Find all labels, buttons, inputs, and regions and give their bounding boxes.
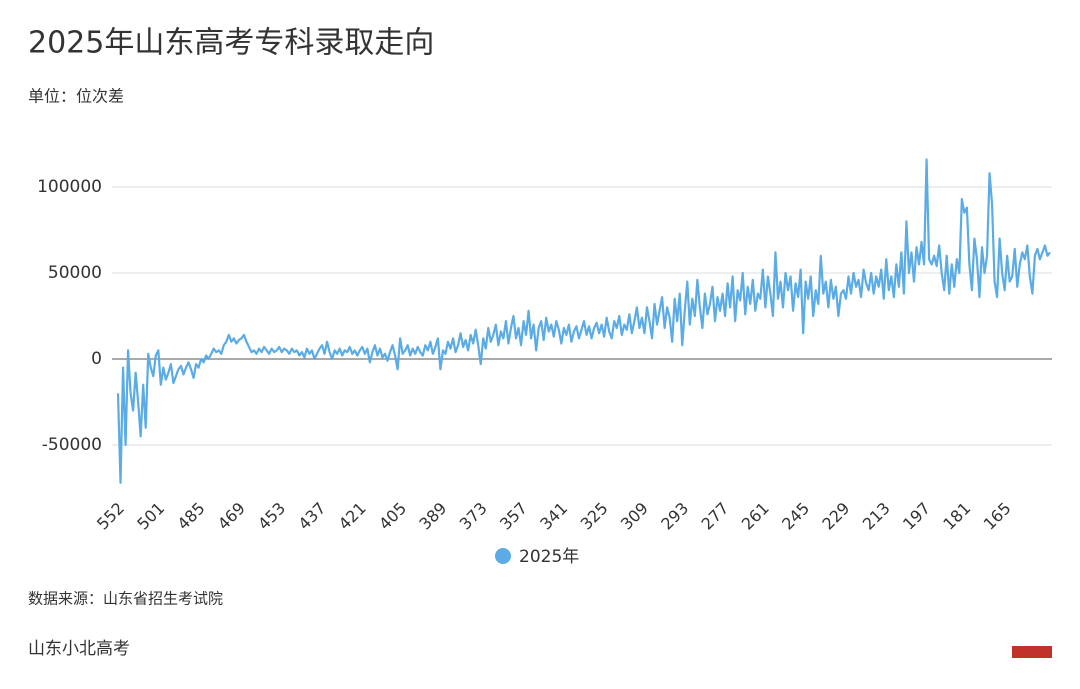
x-tick-label: 325 bbox=[577, 499, 612, 534]
x-tick-label: 197 bbox=[899, 499, 934, 534]
unit-label: 单位：位次差 bbox=[28, 87, 124, 106]
logo-stamp bbox=[1012, 646, 1052, 658]
x-tick-label: 293 bbox=[657, 499, 692, 534]
x-tick-label: 405 bbox=[375, 499, 410, 534]
x-tick-label: 261 bbox=[738, 499, 773, 534]
y-tick-label: 0 bbox=[91, 349, 102, 369]
x-tick-label: 229 bbox=[818, 499, 853, 534]
x-tick-label: 245 bbox=[778, 499, 813, 534]
x-tick-label: 485 bbox=[174, 499, 209, 534]
x-tick-label: 357 bbox=[496, 499, 531, 534]
x-tick-label: 165 bbox=[980, 499, 1015, 534]
legend-label: 2025年 bbox=[519, 547, 579, 567]
x-tick-label: 341 bbox=[536, 499, 571, 534]
x-tick-label: 277 bbox=[698, 499, 733, 534]
x-tick-label: 309 bbox=[617, 499, 652, 534]
x-tick-label: 389 bbox=[415, 499, 450, 534]
x-tick-label: 552 bbox=[93, 499, 128, 534]
x-tick-label: 421 bbox=[335, 499, 370, 534]
x-tick-label: 501 bbox=[133, 499, 168, 534]
series-line bbox=[116, 158, 1051, 484]
x-tick-label: 181 bbox=[939, 499, 974, 534]
x-tick-label: 373 bbox=[456, 499, 491, 534]
source: 数据来源：山东省招生考试院 bbox=[28, 590, 223, 608]
chart-title: 2025年山东高考专科录取走向 bbox=[28, 26, 434, 61]
y-tick-label: -50000 bbox=[42, 435, 102, 455]
legend-marker bbox=[495, 548, 511, 564]
y-tick-label: 50000 bbox=[48, 263, 102, 283]
x-tick-label: 437 bbox=[294, 499, 329, 534]
x-tick-label: 453 bbox=[254, 499, 289, 534]
footer: 山东小北高考 bbox=[28, 639, 130, 659]
y-tick-label: 100000 bbox=[37, 177, 102, 197]
x-tick-label: 469 bbox=[214, 499, 249, 534]
x-tick-label: 213 bbox=[859, 499, 894, 534]
